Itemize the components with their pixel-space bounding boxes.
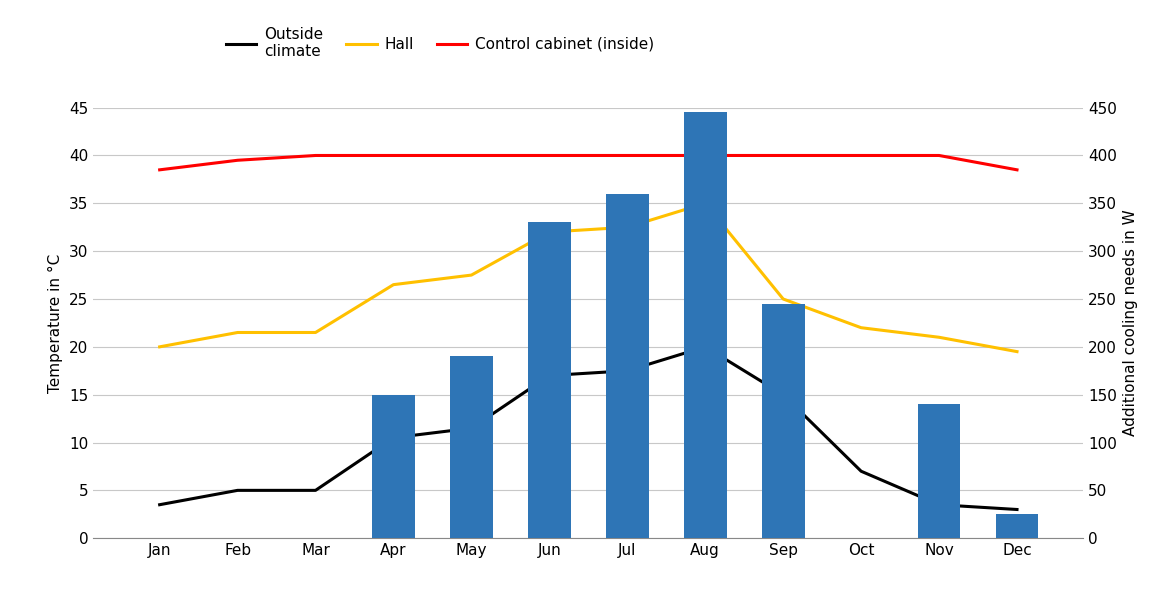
Bar [606,194,649,538]
Y-axis label: Temperature in °C: Temperature in °C [49,254,63,392]
Bar [762,304,805,538]
Bar [372,395,415,538]
Y-axis label: Additional cooling needs in W: Additional cooling needs in W [1123,209,1138,437]
Bar [450,356,493,538]
Bar [918,404,960,538]
Bar [684,112,727,538]
Legend: Outside
climate, Hall, Control cabinet (inside): Outside climate, Hall, Control cabinet (… [220,20,659,65]
Bar [996,514,1038,538]
Bar [528,222,571,538]
